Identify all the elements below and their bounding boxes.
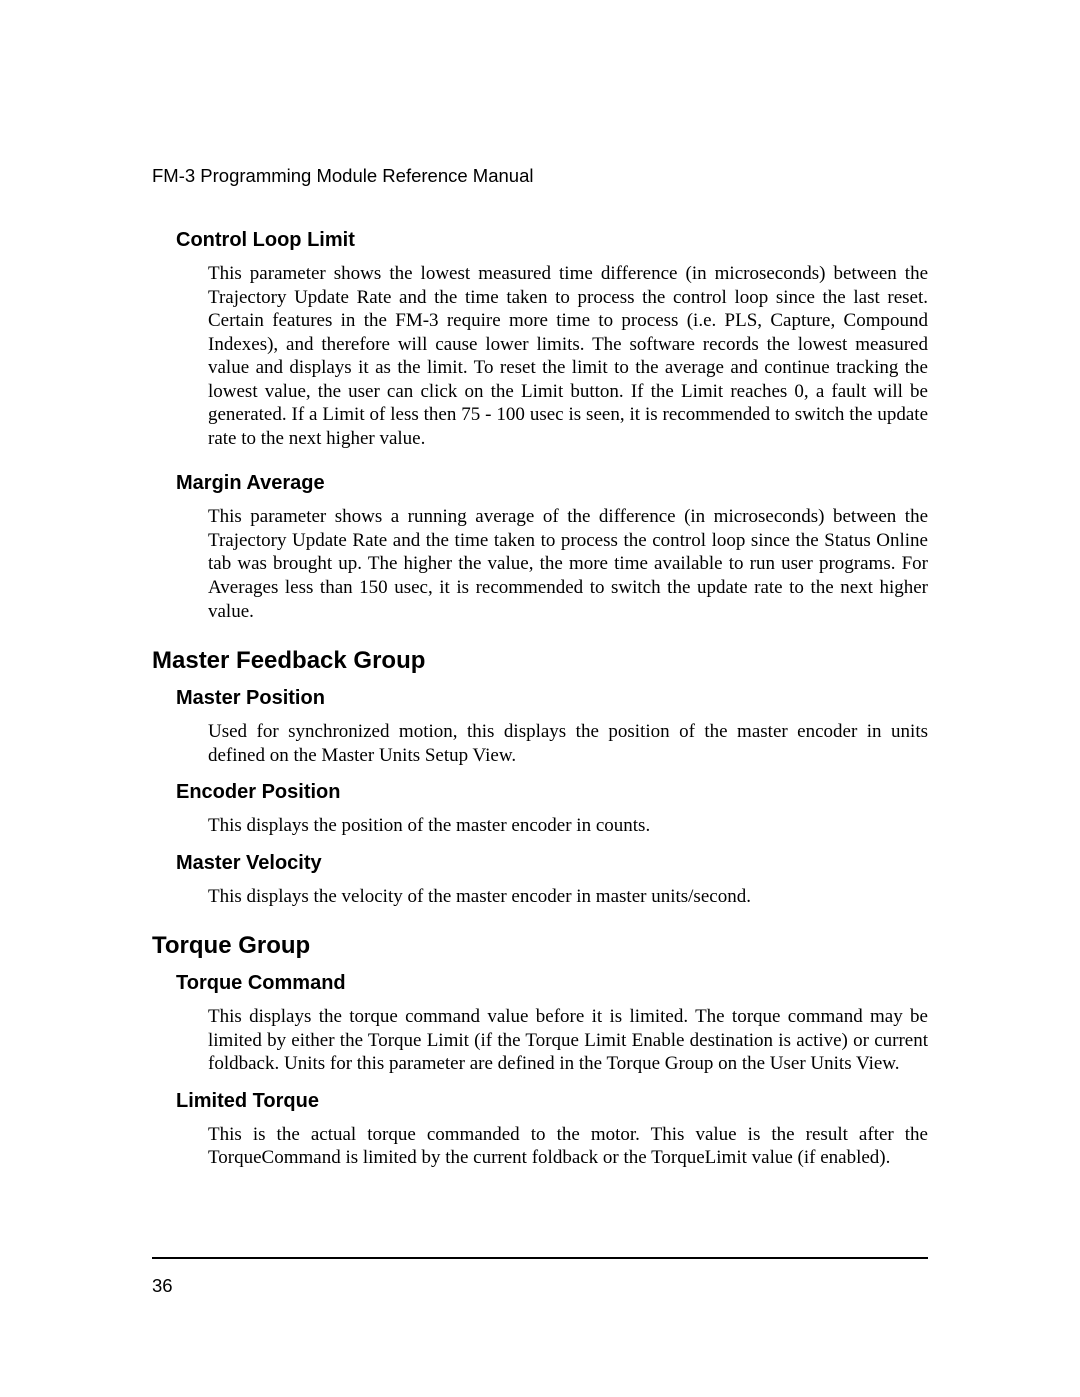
body-master-position: Used for synchronized motion, this displ… [208, 720, 928, 767]
heading-master-velocity: Master Velocity [176, 852, 928, 875]
heading-torque-group: Torque Group [152, 932, 928, 960]
body-control-loop-limit: This parameter shows the lowest measured… [208, 262, 928, 450]
page-number: 36 [152, 1275, 173, 1297]
body-encoder-position: This displays the position of the master… [208, 814, 928, 838]
heading-limited-torque: Limited Torque [176, 1090, 928, 1113]
heading-encoder-position: Encoder Position [176, 781, 928, 804]
body-torque-command: This displays the torque command value b… [208, 1005, 928, 1076]
heading-control-loop-limit: Control Loop Limit [176, 229, 928, 252]
running-header: FM-3 Programming Module Reference Manual [152, 165, 928, 187]
heading-torque-command: Torque Command [176, 972, 928, 995]
body-limited-torque: This is the actual torque commanded to t… [208, 1123, 928, 1170]
heading-master-position: Master Position [176, 687, 928, 710]
heading-margin-average: Margin Average [176, 472, 928, 495]
footer-rule [152, 1257, 928, 1259]
body-margin-average: This parameter shows a running average o… [208, 505, 928, 623]
body-master-velocity: This displays the velocity of the master… [208, 885, 928, 909]
heading-master-feedback-group: Master Feedback Group [152, 647, 928, 675]
page: FM-3 Programming Module Reference Manual… [0, 0, 1080, 1397]
